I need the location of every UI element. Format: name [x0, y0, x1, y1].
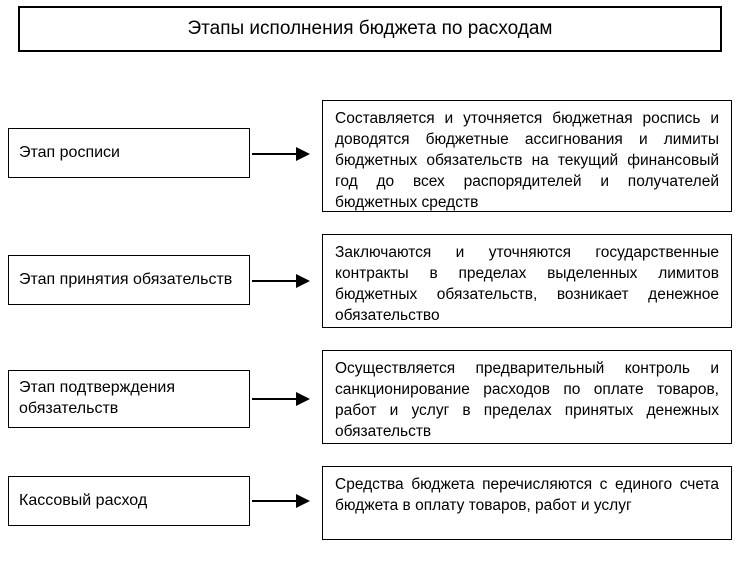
arrow-3: [252, 500, 308, 502]
stage-label-1: Этап принятия обязательств: [19, 270, 232, 291]
desc-box-3: Средства бюджета перечисляются с единого…: [322, 466, 732, 540]
stage-desc-0: Составляется и уточняется бюджетная росп…: [335, 110, 719, 211]
diagram-title-box: Этапы исполнения бюджета по расходам: [18, 6, 722, 52]
stage-label-0: Этап росписи: [19, 143, 120, 164]
desc-box-1: Заключаются и уточняются государственные…: [322, 234, 732, 328]
stage-box-3: Кассовый расход: [8, 476, 250, 526]
desc-box-2: Осуществляется предварительный контроль …: [322, 350, 732, 444]
stage-label-3: Кассовый расход: [19, 491, 147, 512]
stage-desc-2: Осуществляется предварительный контроль …: [335, 360, 719, 440]
stage-box-2: Этап подтверждения обязательств: [8, 370, 250, 428]
stage-box-1: Этап принятия обязательств: [8, 255, 250, 305]
arrow-1: [252, 280, 308, 282]
arrow-0: [252, 153, 308, 155]
stage-desc-3: Средства бюджета перечисляются с единого…: [335, 476, 719, 514]
stage-box-0: Этап росписи: [8, 128, 250, 178]
stage-label-2: Этап подтверждения обязательств: [19, 378, 239, 420]
arrow-2: [252, 398, 308, 400]
stage-desc-1: Заключаются и уточняются государственные…: [335, 244, 719, 324]
diagram-title: Этапы исполнения бюджета по расходам: [187, 18, 552, 40]
desc-box-0: Составляется и уточняется бюджетная росп…: [322, 100, 732, 212]
